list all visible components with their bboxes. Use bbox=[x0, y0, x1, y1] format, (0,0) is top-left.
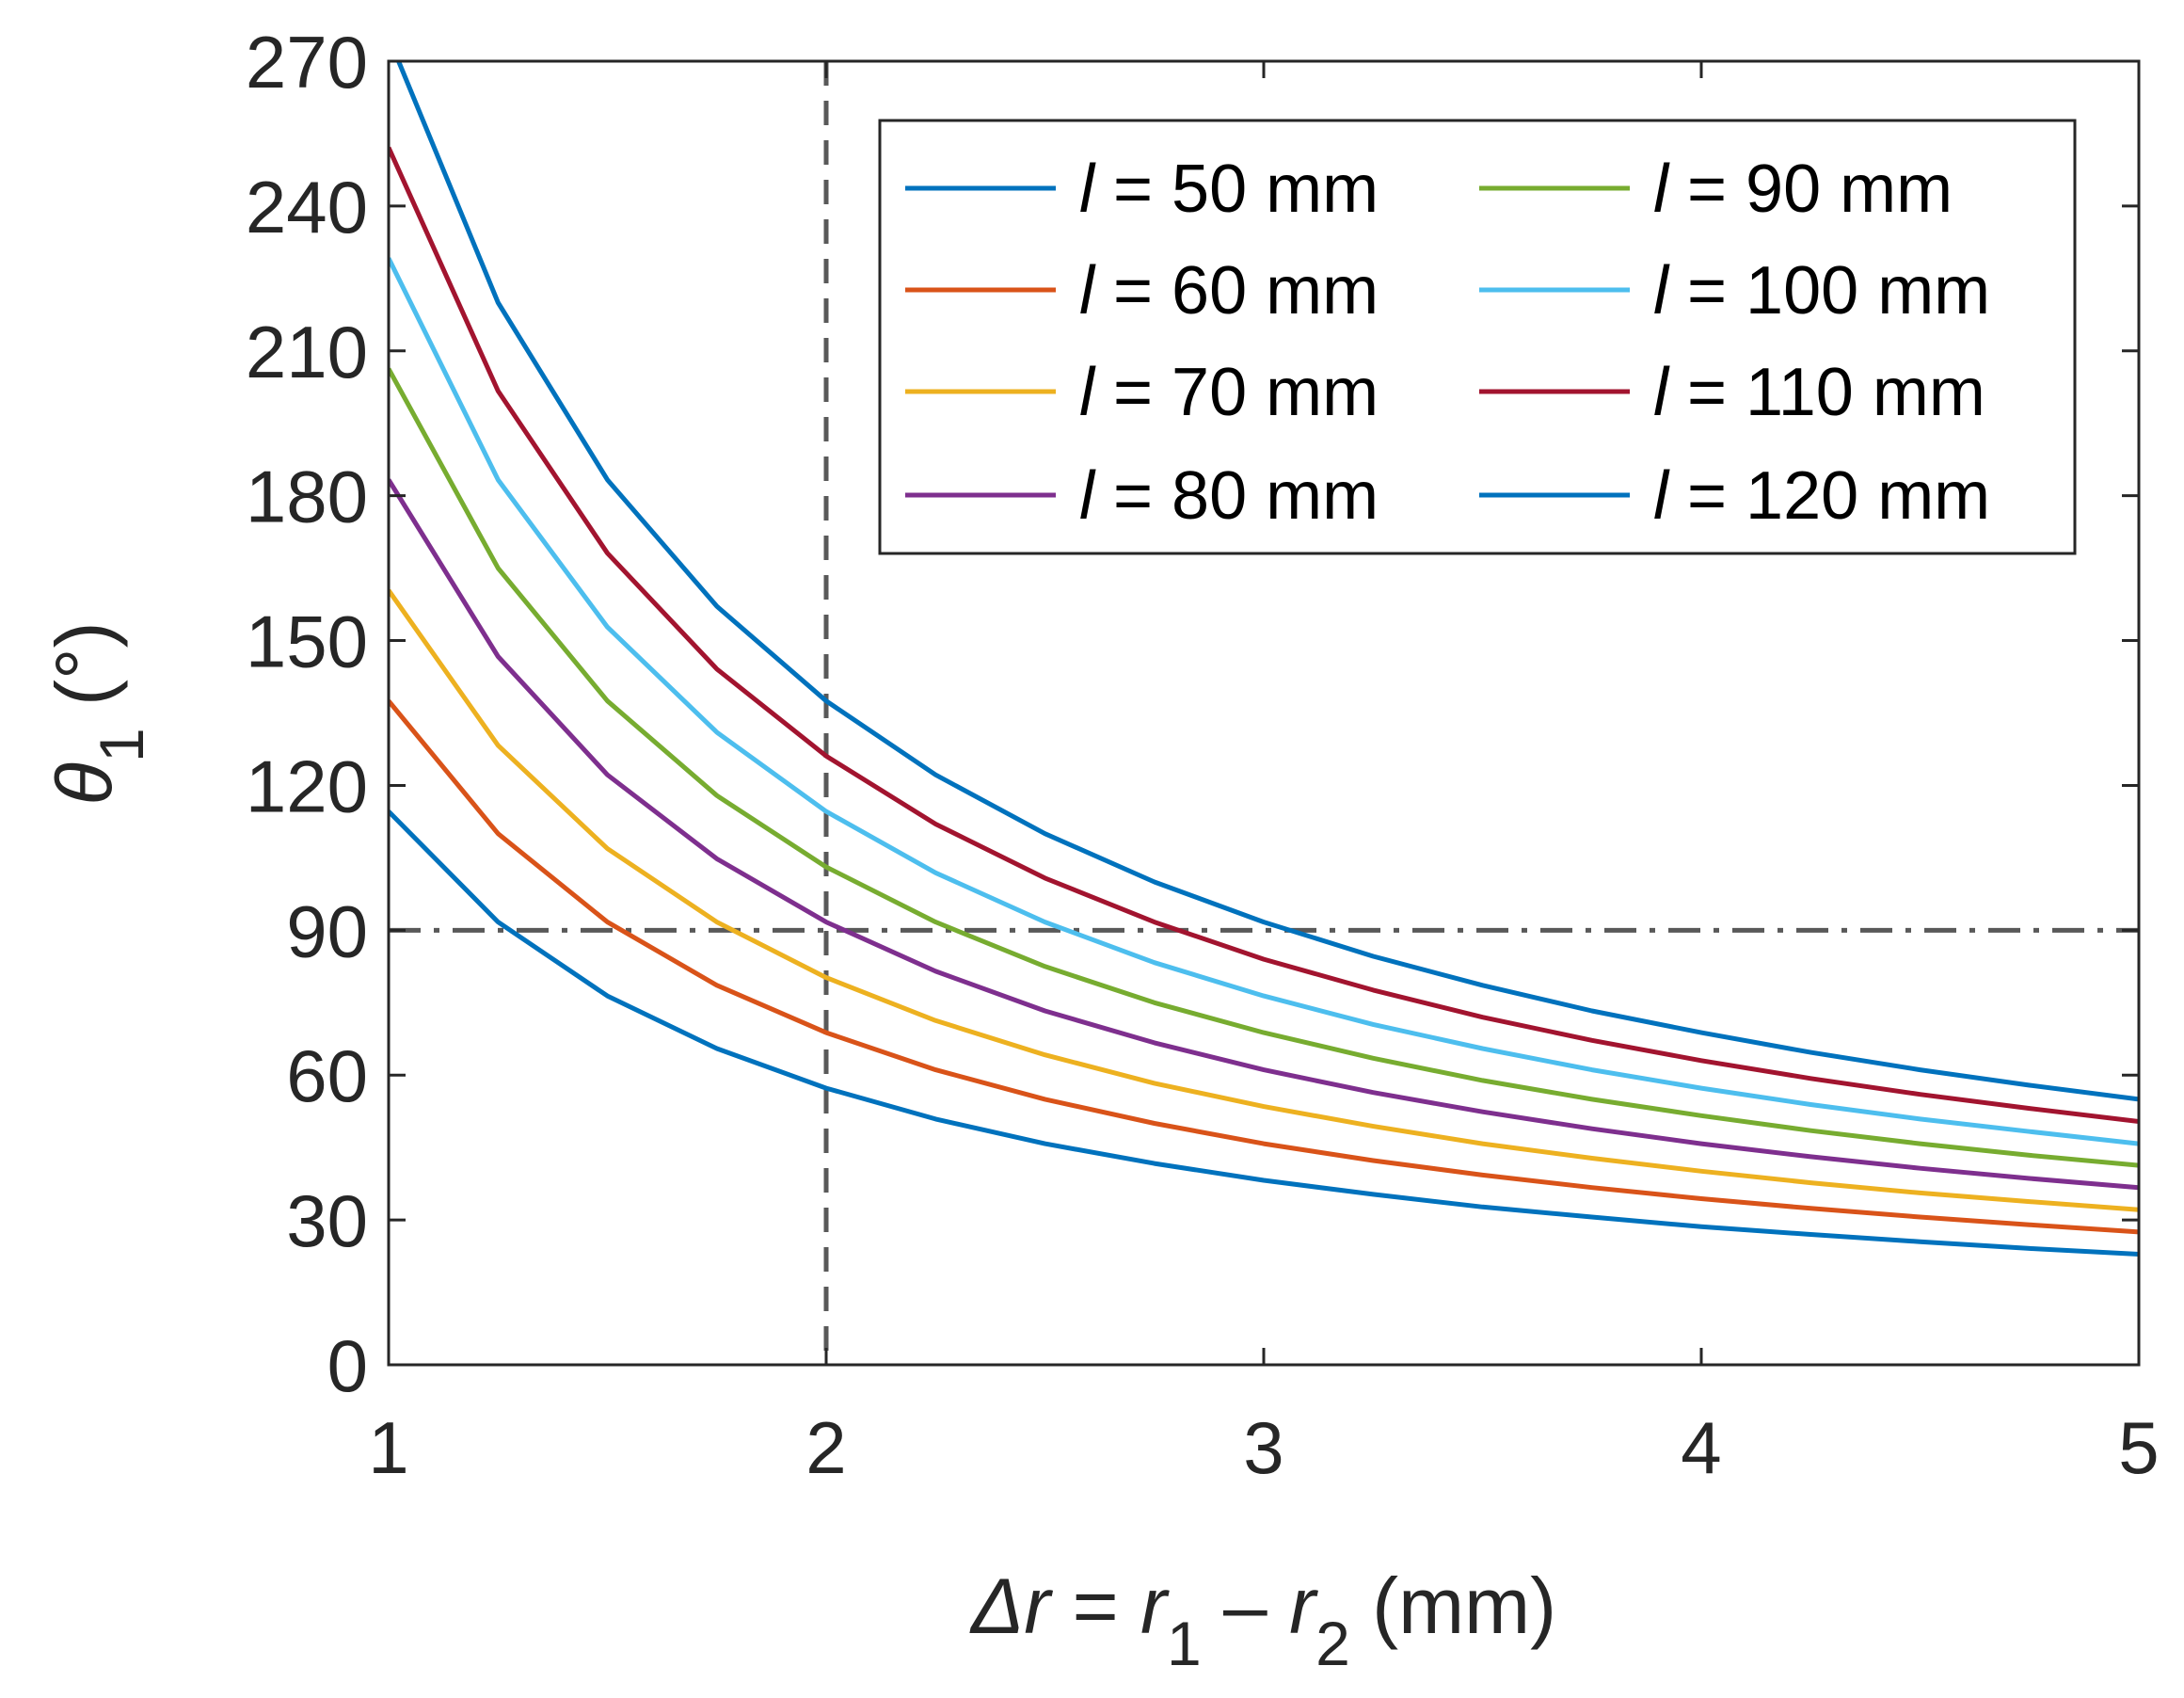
legend-box bbox=[878, 119, 2077, 555]
series-line-1 bbox=[389, 809, 2139, 1257]
series-line-8 bbox=[395, 61, 2139, 1102]
y-tick-label: 0 bbox=[327, 1324, 368, 1407]
y-tick-label: 60 bbox=[286, 1034, 368, 1117]
y-tick-label: 210 bbox=[246, 311, 368, 393]
x-tick-label: 4 bbox=[1681, 1406, 1721, 1489]
legend-label-3: l = 70 mm bbox=[1079, 355, 1379, 430]
reference-lines bbox=[389, 61, 2139, 1365]
series-line-7 bbox=[389, 146, 2139, 1124]
series-line-2 bbox=[389, 699, 2139, 1235]
legend-label-8: l = 120 mm bbox=[1653, 458, 1990, 534]
x-tick-label: 2 bbox=[805, 1406, 846, 1489]
legend-label-1: l = 50 mm bbox=[1079, 152, 1379, 227]
x-axis-label: Δr = r1 – r2 (mm) bbox=[969, 1562, 1556, 1678]
series-lines bbox=[389, 61, 2139, 1257]
y-tick-label: 240 bbox=[246, 166, 368, 248]
legend-label-7: l = 110 mm bbox=[1653, 355, 1985, 430]
x-tick-label: 1 bbox=[368, 1406, 408, 1489]
legend: l = 50 mm l = 60 mm l = 70 mm l = 80 mm l = … bbox=[878, 119, 2077, 555]
y-tick-label: 90 bbox=[286, 889, 368, 972]
series-line-6 bbox=[389, 257, 2139, 1146]
y-tick-label: 180 bbox=[246, 456, 368, 538]
series-line-3 bbox=[389, 588, 2139, 1212]
legend-label-5: l = 90 mm bbox=[1653, 152, 1953, 227]
legend-entries: l = 50 mm l = 60 mm l = 70 mm l = 80 mm l = … bbox=[905, 152, 1990, 534]
y-tick-label: 30 bbox=[286, 1179, 368, 1262]
y-tick-label: 150 bbox=[246, 601, 368, 683]
y-tick-label: 120 bbox=[246, 745, 368, 827]
tick-labels: 1 2 3 4 5 0 30 60 90 120 150 180 210 240 270 bbox=[246, 21, 2160, 1489]
legend-label-4: l = 80 mm bbox=[1079, 458, 1379, 534]
y-tick-label: 270 bbox=[246, 21, 368, 104]
legend-label-2: l = 60 mm bbox=[1079, 253, 1379, 328]
x-tick-label: 5 bbox=[2118, 1406, 2159, 1489]
x-tick-label: 3 bbox=[1243, 1406, 1283, 1489]
y-axis-label: θ1 (°) bbox=[40, 621, 156, 805]
axis-ticks bbox=[387, 59, 2141, 1367]
legend-label-6: l = 100 mm bbox=[1653, 253, 1990, 328]
series-line-5 bbox=[389, 367, 2139, 1168]
series-line-4 bbox=[389, 478, 2139, 1191]
